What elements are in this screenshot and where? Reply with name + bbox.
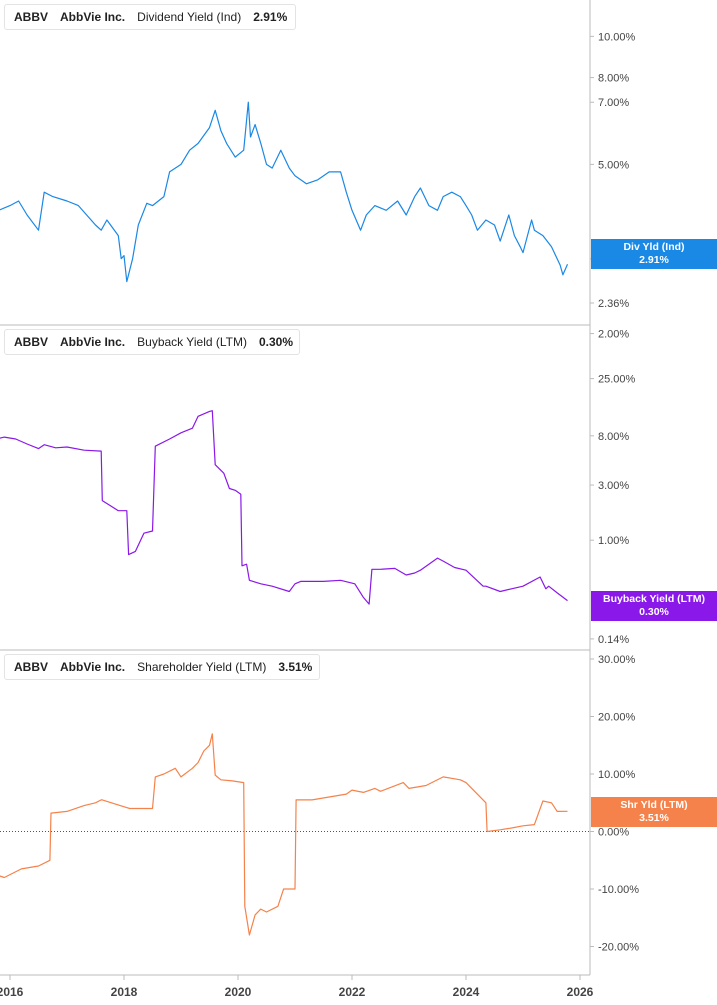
y-tick-label: 2.00% — [598, 329, 629, 341]
x-tick-label: 2018 — [111, 985, 138, 999]
legend-company: AbbVie Inc. — [60, 660, 126, 674]
x-tick-label: 2026 — [567, 985, 594, 999]
y-tick-label: -20.00% — [598, 942, 639, 954]
end-tag-label: Div Yld (Ind) — [623, 241, 685, 253]
end-tag-label: Buyback Yield (LTM) — [603, 593, 705, 605]
legend-value: 2.91% — [253, 10, 288, 24]
legend-ticker: ABBV — [14, 10, 49, 24]
legend-ticker: ABBV — [14, 660, 49, 674]
y-tick-label: 30.00% — [598, 654, 636, 666]
series-line — [0, 733, 568, 936]
y-tick-label: 3.00% — [598, 480, 629, 492]
legend-metric: Dividend Yield (Ind) — [137, 10, 242, 24]
series-line — [0, 101, 569, 283]
y-tick-label: 0.14% — [598, 634, 629, 646]
legend-dividend[interactable]: ABBV AbbVie Inc. Dividend Yield (Ind) 2.… — [4, 4, 296, 30]
y-tick-label: 10.00% — [598, 31, 636, 43]
plot-area — [0, 101, 590, 936]
legend-buyback[interactable]: ABBV AbbVie Inc. Buyback Yield (LTM) 0.3… — [4, 329, 300, 355]
y-tick-label: 20.00% — [598, 712, 636, 724]
y-tick-label: 25.00% — [598, 374, 636, 386]
y-tick-label: -10.00% — [598, 884, 639, 896]
y-tick-label: 1.00% — [598, 535, 629, 547]
legend-metric: Buyback Yield (LTM) — [137, 335, 247, 349]
y-tick-label: 2.36% — [598, 298, 629, 310]
x-tick-label: 2024 — [453, 985, 480, 999]
legend-value: 0.30% — [258, 335, 294, 349]
legend-company: AbbVie Inc. — [60, 10, 126, 24]
legend-shareholder[interactable]: ABBV AbbVie Inc. Shareholder Yield (LTM)… — [4, 654, 320, 680]
end-tag-value: 3.51% — [639, 812, 669, 824]
end-tag-label: Shr Yld (LTM) — [620, 799, 688, 811]
y-tick-label: 5.00% — [598, 159, 629, 171]
legend-ticker: ABBV — [14, 335, 49, 349]
y-axes: 10.00%8.00%7.00%5.00%3.002.36%2.00%25.00… — [590, 31, 639, 954]
end-tag-value: 2.91% — [639, 254, 669, 266]
x-tick-label: 2016 — [0, 985, 24, 999]
legend-value: 3.51% — [278, 660, 313, 674]
chart-frame — [0, 0, 591, 976]
y-tick-label: 8.00% — [598, 431, 629, 443]
y-tick-label: 7.00% — [598, 97, 629, 109]
y-tick-label: 10.00% — [598, 769, 636, 781]
x-tick-label: 2022 — [339, 985, 366, 999]
x-axis: 2016 2018 2020 2022 2024 2026 — [0, 975, 594, 999]
legend-company: AbbVie Inc. — [60, 335, 126, 349]
y-tick-label: 8.00% — [598, 73, 629, 85]
x-tick-label: 2020 — [225, 985, 252, 999]
end-tag-shareholder: Shr Yld (LTM) 3.51% — [591, 797, 717, 827]
legend-metric: Shareholder Yield (LTM) — [137, 660, 267, 674]
end-tag-buyback: Buyback Yield (LTM) 0.30% — [591, 591, 717, 621]
y-tick-label: 0.00% — [598, 827, 629, 839]
end-tag-dividend: Div Yld (Ind) 2.91% — [591, 239, 717, 269]
series-line — [0, 410, 568, 605]
end-tag-value: 0.30% — [639, 606, 669, 618]
